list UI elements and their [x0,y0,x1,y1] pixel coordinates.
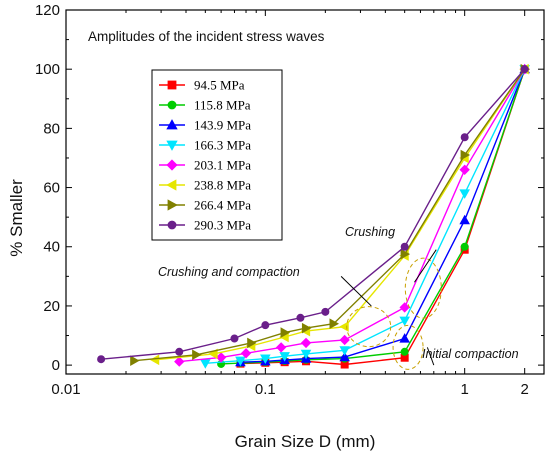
data-point [329,318,340,329]
legend-label: 203.1 MPa [194,158,251,173]
legend-label: 94.5 MPa [194,78,245,93]
legend-swatch-marker [166,140,178,151]
data-point [339,351,350,362]
legend-label: 115.8 MPa [194,98,251,113]
series-line [240,68,526,363]
data-point [261,321,270,330]
legend-swatch-marker [166,119,178,130]
y-tick-label: 60 [43,180,60,197]
crushing-arrow [414,249,437,283]
y-axis-title: % Smaller [7,179,26,257]
series-8 [97,65,529,364]
data-point [400,242,409,251]
tick-layer: 0 20 40 60 80 100 120 0.01 0.1 1 2 [35,2,544,398]
legend-swatch-marker [166,179,177,191]
legend-label: 266.4 MPa [194,198,251,213]
data-point [400,347,409,356]
x-tick-label: 1 [461,381,469,398]
legend-item: 266.4 MPa [159,198,251,213]
data-point [339,321,349,332]
legend-swatch-marker [167,80,177,90]
crushing-ellipse [404,257,442,319]
data-point [200,359,211,369]
data-point [339,334,350,346]
y-tick-label: 80 [43,120,60,137]
data-point [175,347,184,356]
annotation-layer: Crushing Crushing and compaction Initial c… [158,225,519,370]
data-point [300,349,312,360]
data-point [460,149,471,161]
y-tick-label: 100 [35,61,60,78]
plot-frame [65,9,545,375]
legend-swatch-marker [166,159,178,171]
legend-item: 166.3 MPa [159,138,251,153]
legend-label: 238.8 MPa [194,178,251,193]
data-point [321,307,330,316]
data-point [399,333,410,343]
legend-label: 166.3 MPa [194,138,251,153]
legend-items: 94.5 MPa 115.8 MPa 143.9 MPa 166.3 MPa 203.1… [159,78,251,233]
data-point [97,355,106,364]
data-point [130,355,140,366]
data-point [174,356,185,367]
data-point [459,189,470,199]
legend-swatch-marker [167,220,177,230]
compaction-ellipse [346,306,392,348]
x-tick-label: 0.01 [51,381,80,398]
initial-compaction-arrow [426,347,435,366]
legend: 94.5 MPa 115.8 MPa 143.9 MPa 166.3 MPa 203.1… [151,69,283,241]
legend-item: 203.1 MPa [159,158,251,173]
x-axis-title: Grain Size D (mm) [235,432,376,451]
y-tick-label: 0 [52,357,60,374]
series-layer [97,63,531,369]
x-tick-label: 2 [521,381,529,398]
legend-swatch-marker [167,199,178,211]
data-point [240,348,252,359]
data-point [399,302,410,313]
legend-box [151,69,283,241]
chart-caption: Amplitudes of the incident stress waves [88,29,325,44]
legend-swatch-marker [167,100,177,110]
data-point [235,356,246,367]
legend-item: 238.8 MPa [159,178,251,193]
data-point [460,133,469,142]
data-point [520,65,529,74]
annotation-label: Crushing and compaction [158,265,300,279]
legend-item: 143.9 MPa [159,118,251,133]
y-tick-label: 120 [35,2,60,19]
initial-compaction-ellipse [392,324,424,370]
data-point [300,337,312,349]
data-point [339,346,350,356]
compaction-arrow [340,275,372,307]
data-point [230,334,239,343]
data-point [275,342,287,353]
data-point [399,316,410,327]
data-point [460,242,469,251]
legend-item: 94.5 MPa [159,78,245,93]
data-point [280,327,291,338]
data-point [459,164,470,175]
legend-label: 143.9 MPa [194,118,251,133]
annotation-label: Crushing [345,225,395,239]
annotation-label: Initial compaction [422,347,519,361]
legend-item: 115.8 MPa [159,98,251,113]
data-point [279,352,290,362]
data-point [296,313,305,322]
data-point [260,354,271,365]
series-7 [130,63,531,366]
y-tick-label: 40 [43,239,60,256]
legend-label: 290.3 MPa [194,218,251,233]
data-point [459,214,470,225]
x-tick-label: 0.1 [255,381,276,398]
data-point [192,349,202,361]
legend-item: 290.3 MPa [159,218,251,233]
data-point [149,354,160,366]
data-point [215,352,227,363]
y-tick-label: 20 [43,298,60,315]
data-point [301,322,312,334]
data-point [400,248,411,260]
data-point [247,337,257,349]
